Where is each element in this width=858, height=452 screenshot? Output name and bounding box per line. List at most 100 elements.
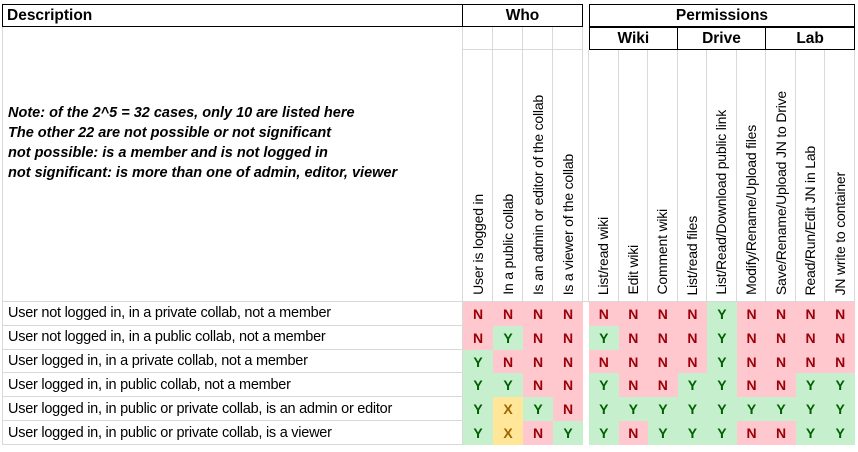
- permission-column-header[interactable]: Save/Rename/Upload JN to Drive: [766, 50, 796, 302]
- value-cell[interactable]: N: [618, 302, 649, 326]
- value-cell[interactable]: Y: [463, 421, 493, 445]
- value-cell[interactable]: N: [825, 302, 855, 326]
- row-description-cell[interactable]: User logged in, in a private collab, not…: [2, 349, 463, 374]
- value-cell[interactable]: X: [493, 397, 523, 422]
- value-cell[interactable]: N: [795, 302, 826, 326]
- value-cell[interactable]: Y: [493, 325, 523, 350]
- value-cell[interactable]: Y: [493, 373, 523, 398]
- value-cell[interactable]: Y: [825, 373, 855, 398]
- value-cell[interactable]: N: [766, 349, 796, 374]
- row-description-cell[interactable]: User logged in, in public collab, not a …: [2, 373, 463, 398]
- permission-column-header[interactable]: Edit wiki: [618, 50, 649, 302]
- value-cell[interactable]: Y: [825, 397, 855, 422]
- value-cell[interactable]: Y: [463, 349, 493, 374]
- value-cell[interactable]: Y: [766, 397, 796, 422]
- value-cell[interactable]: N: [736, 349, 767, 374]
- who-column-header[interactable]: User is logged in: [463, 50, 493, 302]
- row-description-cell[interactable]: User logged in, in public or private col…: [2, 421, 463, 445]
- value-cell[interactable]: N: [553, 349, 583, 374]
- value-cell[interactable]: N: [736, 302, 767, 326]
- permission-column-header[interactable]: List/Read/Download public link: [707, 50, 737, 302]
- who-column-header[interactable]: Is a viewer of the collab: [553, 50, 583, 302]
- value-cell[interactable]: N: [677, 325, 708, 350]
- note-cell[interactable]: Note: of the 2^5 = 32 cases, only 10 are…: [2, 27, 463, 302]
- value-cell[interactable]: Y: [677, 397, 708, 422]
- who-header[interactable]: Who: [463, 4, 583, 27]
- value-cell[interactable]: Y: [707, 325, 737, 350]
- value-cell[interactable]: Y: [553, 421, 583, 445]
- value-cell[interactable]: N: [766, 421, 796, 445]
- value-cell[interactable]: N: [523, 302, 553, 326]
- value-cell[interactable]: N: [648, 302, 678, 326]
- permission-column-header[interactable]: Modify/Rename/Upload files: [736, 50, 767, 302]
- value-cell[interactable]: N: [736, 421, 767, 445]
- value-cell[interactable]: N: [589, 349, 619, 374]
- value-cell[interactable]: Y: [589, 325, 619, 350]
- value-cell[interactable]: N: [677, 349, 708, 374]
- permission-column-header[interactable]: List/read wiki: [589, 50, 619, 302]
- value-cell[interactable]: N: [553, 397, 583, 422]
- group-header-lab[interactable]: Lab: [766, 27, 855, 50]
- value-cell[interactable]: Y: [795, 421, 826, 445]
- value-cell[interactable]: N: [523, 421, 553, 445]
- value-cell[interactable]: N: [523, 349, 553, 374]
- value-cell[interactable]: N: [795, 349, 826, 374]
- value-cell[interactable]: N: [648, 349, 678, 374]
- value-cell[interactable]: Y: [677, 373, 708, 398]
- value-cell[interactable]: N: [766, 302, 796, 326]
- value-cell[interactable]: N: [648, 325, 678, 350]
- value-cell[interactable]: N: [553, 325, 583, 350]
- value-cell[interactable]: N: [677, 302, 708, 326]
- value-cell[interactable]: N: [523, 325, 553, 350]
- value-cell[interactable]: N: [736, 325, 767, 350]
- value-cell[interactable]: N: [618, 373, 649, 398]
- description-header[interactable]: Description: [2, 4, 463, 27]
- value-cell[interactable]: Y: [707, 373, 737, 398]
- value-cell[interactable]: N: [463, 325, 493, 350]
- value-cell[interactable]: Y: [677, 421, 708, 445]
- permission-column-header[interactable]: Comment wiki: [648, 50, 678, 302]
- value-cell[interactable]: Y: [707, 421, 737, 445]
- value-cell[interactable]: N: [463, 302, 493, 326]
- value-cell[interactable]: N: [648, 373, 678, 398]
- value-cell[interactable]: Y: [463, 397, 493, 422]
- value-cell[interactable]: Y: [707, 349, 737, 374]
- row-description-cell[interactable]: User logged in, in public or private col…: [2, 397, 463, 422]
- value-cell[interactable]: N: [795, 325, 826, 350]
- value-cell[interactable]: N: [618, 421, 649, 445]
- value-cell[interactable]: N: [618, 349, 649, 374]
- who-column-header[interactable]: Is an admin or editor of the collab: [523, 50, 553, 302]
- permissions-header[interactable]: Permissions: [589, 4, 855, 27]
- row-description-cell[interactable]: User not logged in, in a private collab,…: [2, 302, 463, 326]
- value-cell[interactable]: Y: [707, 302, 737, 326]
- row-description-cell[interactable]: User not logged in, in a public collab, …: [2, 325, 463, 350]
- value-cell[interactable]: N: [493, 349, 523, 374]
- who-column-header[interactable]: In a public collab: [493, 50, 523, 302]
- value-cell[interactable]: Y: [707, 397, 737, 422]
- value-cell[interactable]: Y: [523, 397, 553, 422]
- value-cell[interactable]: Y: [825, 421, 855, 445]
- value-cell[interactable]: N: [553, 373, 583, 398]
- value-cell[interactable]: N: [618, 325, 649, 350]
- value-cell[interactable]: N: [736, 373, 767, 398]
- value-cell[interactable]: Y: [736, 397, 767, 422]
- value-cell[interactable]: N: [825, 349, 855, 374]
- value-cell[interactable]: Y: [795, 373, 826, 398]
- value-cell[interactable]: N: [589, 302, 619, 326]
- permission-column-header[interactable]: List/read files: [677, 50, 708, 302]
- value-cell[interactable]: Y: [589, 397, 619, 422]
- value-cell[interactable]: X: [493, 421, 523, 445]
- permission-column-header[interactable]: JN write to container: [825, 50, 855, 302]
- value-cell[interactable]: Y: [618, 397, 649, 422]
- value-cell[interactable]: N: [825, 325, 855, 350]
- value-cell[interactable]: Y: [648, 397, 678, 422]
- value-cell[interactable]: N: [493, 302, 523, 326]
- value-cell[interactable]: N: [766, 373, 796, 398]
- value-cell[interactable]: Y: [589, 373, 619, 398]
- group-header-drive[interactable]: Drive: [677, 27, 767, 50]
- value-cell[interactable]: N: [553, 302, 583, 326]
- value-cell[interactable]: Y: [463, 373, 493, 398]
- value-cell[interactable]: N: [523, 373, 553, 398]
- value-cell[interactable]: Y: [589, 421, 619, 445]
- permission-column-header[interactable]: Read/Run/Edit JN in Lab: [795, 50, 826, 302]
